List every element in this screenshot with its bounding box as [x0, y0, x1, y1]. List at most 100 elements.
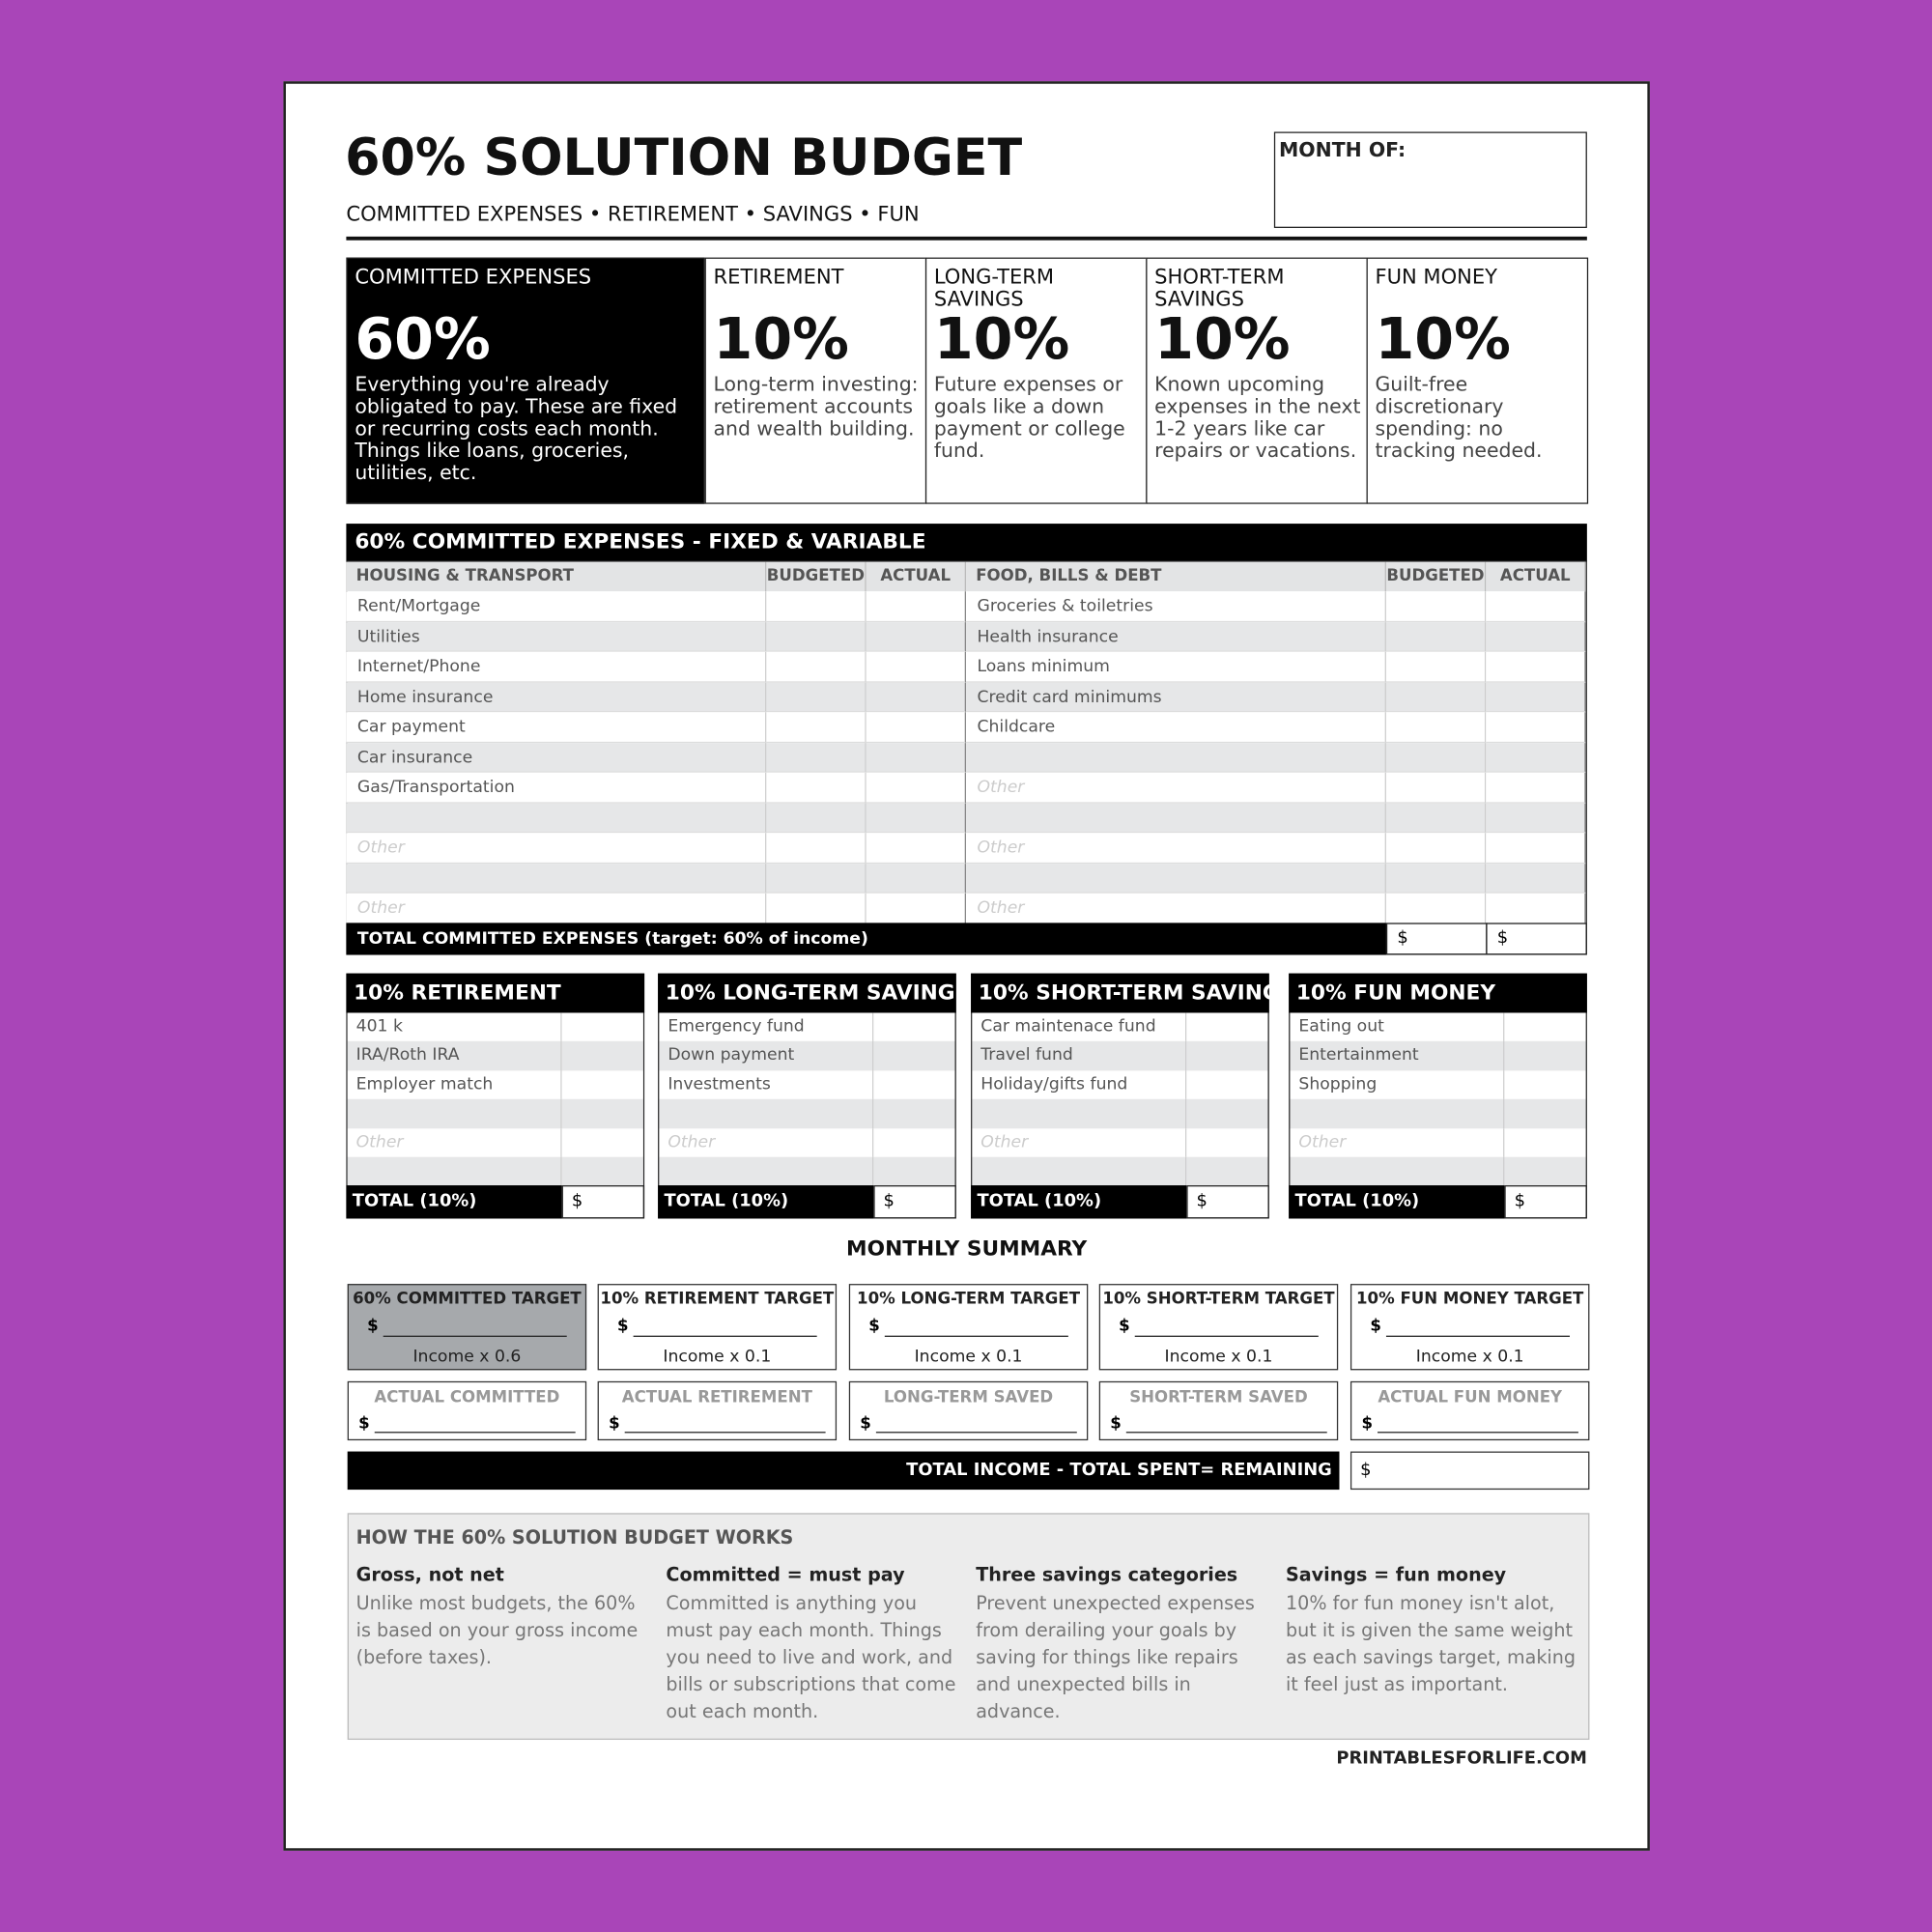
- box-row: Investments: [659, 1070, 874, 1099]
- column-header: HOUSING & TRANSPORT: [346, 561, 767, 592]
- box-row: Employer match: [347, 1070, 562, 1099]
- box-total-value: $: [1504, 1185, 1587, 1219]
- target-line: [1385, 1335, 1570, 1337]
- category-name: SHORT-TERM SAVINGS: [1154, 265, 1285, 311]
- budgeted-cell: [766, 712, 867, 743]
- target-line: [633, 1335, 817, 1337]
- committed-title: 60% COMMITTED EXPENSES - FIXED & VARIABL…: [346, 524, 1587, 562]
- how-heading: Committed = must pay: [666, 1563, 905, 1586]
- budgeted-cell: [1385, 651, 1487, 682]
- box-total-value: $: [561, 1185, 645, 1219]
- actual-cell: [866, 893, 966, 923]
- actual-cell: [866, 651, 966, 682]
- budgeted-cell: [1385, 893, 1487, 923]
- box-row: IRA/Roth IRA: [347, 1041, 562, 1071]
- expense-label: [965, 742, 1386, 773]
- committed-total-budgeted: $: [1385, 923, 1488, 955]
- expense-label: Credit card minimums: [965, 681, 1386, 713]
- target-box: 10% FUN MONEY TARGET $ Income x 0.1: [1350, 1284, 1590, 1371]
- budgeted-cell: [766, 681, 867, 713]
- box-value-cell: [561, 1012, 643, 1042]
- box-title: 10% RETIREMENT: [346, 973, 645, 1013]
- target-box: 60% COMMITTED TARGET $ Income x 0.6: [347, 1284, 587, 1371]
- box-value-cell: [561, 1070, 643, 1099]
- expense-label: Utilities: [346, 621, 767, 652]
- category-percent: 10%: [713, 305, 849, 373]
- budgeted-cell: [766, 893, 867, 923]
- remaining-label: TOTAL INCOME - TOTAL SPENT= REMAINING: [347, 1451, 1340, 1491]
- target-title: 10% SHORT-TERM TARGET: [1102, 1290, 1335, 1309]
- month-label: MONTH OF:: [1278, 137, 1406, 162]
- how-text: Unlike most budgets, the 60% is based on…: [355, 1591, 639, 1669]
- box-value-cell: [1186, 1012, 1268, 1042]
- box-row: [972, 1156, 1187, 1186]
- month-box: MONTH OF:: [1273, 131, 1587, 228]
- actual-cell: [1486, 651, 1586, 682]
- expense-label: Other: [346, 893, 767, 923]
- category-card: LONG-TERM SAVINGS 10% Future expenses or g…: [924, 257, 1148, 504]
- actual-cell: [1486, 621, 1586, 652]
- box-row: Emergency fund: [659, 1012, 874, 1042]
- actual-cell: [1486, 833, 1586, 864]
- category-name: FUN MONEY: [1375, 265, 1498, 289]
- box-value-cell: [1186, 1156, 1268, 1186]
- box-row: [347, 1098, 562, 1128]
- actual-box: ACTUAL COMMITTED $: [347, 1380, 587, 1441]
- box-value-cell: [1504, 1127, 1586, 1157]
- actual-cell: [1486, 893, 1586, 923]
- box-title: 10% LONG-TERM SAVING: [658, 973, 956, 1013]
- expense-label: Car insurance: [346, 742, 767, 773]
- column-header: ACTUAL: [866, 561, 966, 592]
- box-row: [347, 1156, 562, 1186]
- column-header: BUDGETED: [1385, 561, 1487, 592]
- expense-label: Gas/Transportation: [346, 772, 767, 803]
- box-value-cell: [873, 1012, 955, 1042]
- budgeted-cell: [766, 621, 867, 652]
- budgeted-cell: [766, 802, 867, 834]
- remaining-value: $: [1350, 1451, 1590, 1491]
- box-row: Other: [972, 1127, 1187, 1157]
- box-total-label: TOTAL (10%): [971, 1185, 1187, 1219]
- actual-title: LONG-TERM SAVED: [883, 1388, 1054, 1407]
- category-description: Everything you're already obligated to p…: [355, 372, 678, 485]
- column-header: ACTUAL: [1486, 561, 1586, 592]
- actual-title: ACTUAL COMMITTED: [374, 1388, 560, 1407]
- actual-title: ACTUAL FUN MONEY: [1378, 1388, 1563, 1407]
- expense-label: [965, 802, 1386, 834]
- actual-amount: $: [1110, 1414, 1122, 1434]
- expense-label: Home insurance: [346, 681, 767, 713]
- how-text: 10% for fun money isn't alot, but it is …: [1285, 1591, 1577, 1696]
- how-text: Committed is anything you must pay each …: [666, 1591, 956, 1723]
- box-value-cell: [1186, 1070, 1268, 1099]
- box-row: [659, 1156, 874, 1186]
- budgeted-cell: [1385, 772, 1487, 803]
- budgeted-cell: [766, 651, 867, 682]
- target-line: [383, 1335, 567, 1337]
- box-row: Eating out: [1290, 1012, 1505, 1042]
- target-box: 10% LONG-TERM TARGET $ Income x 0.1: [848, 1284, 1089, 1371]
- box-value-cell: [873, 1041, 955, 1071]
- how-box: HOW THE 60% SOLUTION BUDGET WORKS Gross, …: [347, 1513, 1590, 1741]
- box-title: 10% SHORT-TERM SAVING: [971, 973, 1280, 1013]
- actual-box: SHORT-TERM SAVED $: [1098, 1380, 1339, 1441]
- actual-line: [1125, 1432, 1327, 1434]
- expense-label: Other: [965, 772, 1386, 803]
- actual-cell: [866, 742, 966, 773]
- box-total-label: TOTAL (10%): [1289, 1185, 1505, 1219]
- budgeted-cell: [1385, 802, 1487, 834]
- header-rule: [346, 236, 1587, 241]
- target-box: 10% RETIREMENT TARGET $ Income x 0.1: [597, 1284, 838, 1371]
- budgeted-cell: [766, 772, 867, 803]
- category-name: RETIREMENT: [713, 265, 844, 289]
- expense-label: Groceries & toiletries: [965, 591, 1386, 622]
- box-value-cell: [561, 1098, 643, 1128]
- actual-box: LONG-TERM SAVED $: [848, 1380, 1089, 1441]
- actual-amount: $: [609, 1414, 620, 1434]
- actual-cell: [1486, 681, 1586, 713]
- category-card: COMMITTED EXPENSES 60% Everything you're a…: [346, 257, 705, 504]
- actual-cell: [866, 591, 966, 622]
- category-percent: 60%: [355, 305, 491, 373]
- box-row: 401 k: [347, 1012, 562, 1042]
